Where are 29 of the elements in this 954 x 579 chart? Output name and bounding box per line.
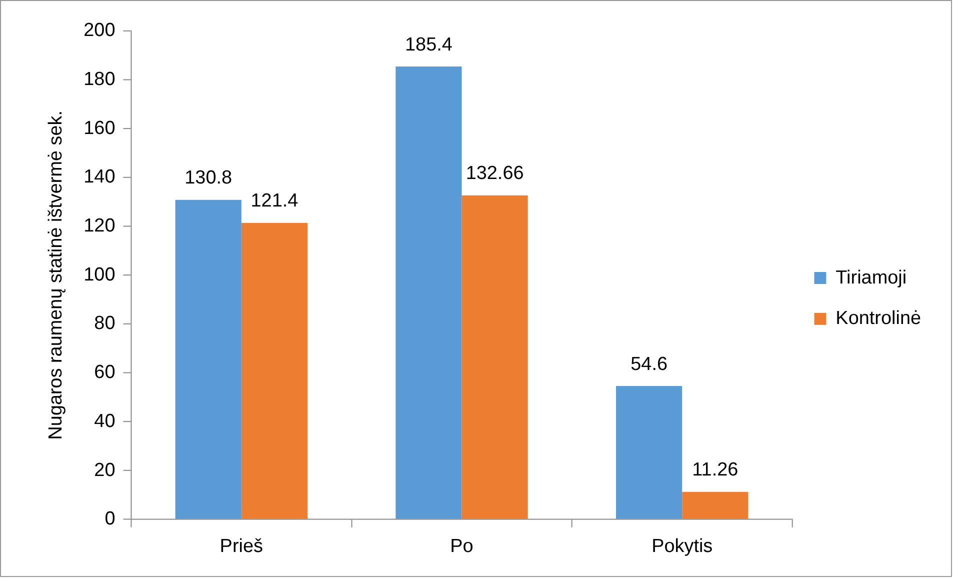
y-tick-label: 80 bbox=[94, 313, 116, 334]
bar bbox=[682, 492, 748, 519]
data-label: 130.8 bbox=[184, 168, 232, 189]
y-tick-label: 100 bbox=[84, 264, 116, 286]
y-axis-title: Nugaros raumenų statinė ištvermė sek. bbox=[45, 110, 67, 440]
data-label: 11.26 bbox=[692, 460, 738, 481]
legend-label: Kontrolinė bbox=[836, 308, 922, 330]
bar bbox=[175, 200, 242, 519]
x-tick-label: Po bbox=[450, 536, 474, 557]
x-tick-label: Prieš bbox=[220, 536, 263, 557]
legend-label: Tiriamoji bbox=[836, 267, 907, 288]
y-tick-label: 60 bbox=[94, 362, 116, 384]
bar bbox=[616, 386, 682, 519]
y-tick-label: 0 bbox=[104, 508, 116, 530]
y-tick-label: 40 bbox=[94, 410, 116, 432]
bar bbox=[241, 222, 308, 519]
y-tick-label: 200 bbox=[84, 20, 116, 42]
bar bbox=[462, 195, 528, 519]
data-label: 185.4 bbox=[404, 34, 452, 56]
y-tick-label: 20 bbox=[94, 460, 116, 481]
data-label: 121.4 bbox=[250, 190, 298, 212]
data-label: 54.6 bbox=[630, 354, 668, 375]
x-tick-label: Pokytis bbox=[652, 536, 713, 557]
y-tick-label: 180 bbox=[84, 68, 116, 90]
y-tick-label: 120 bbox=[84, 216, 116, 237]
y-tick-label: 140 bbox=[84, 166, 116, 188]
data-label: 132.66 bbox=[466, 163, 524, 184]
bar bbox=[396, 66, 462, 519]
y-tick-label: 160 bbox=[84, 118, 116, 139]
